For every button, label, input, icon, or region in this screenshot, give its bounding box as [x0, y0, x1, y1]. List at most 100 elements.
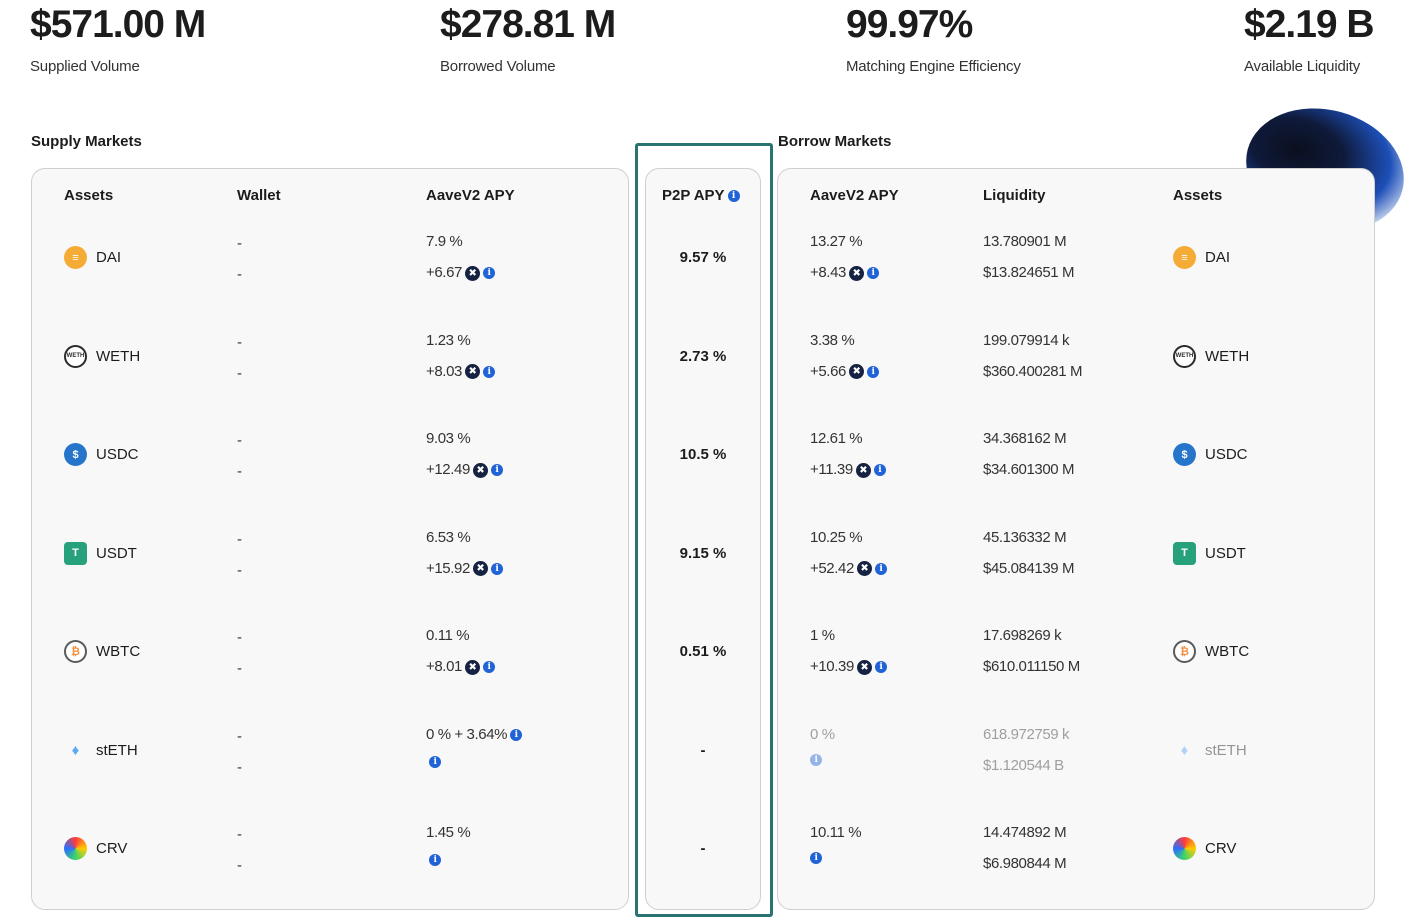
supply-row[interactable]: WETH WETH - - 1.23 % +8.03 ✖ i: [32, 328, 628, 426]
liquidity-amount: 45.136332 M: [983, 528, 1067, 546]
aave-apy-value: 9.03 %: [426, 430, 471, 447]
supply-row[interactable]: CRV - - 1.45 % i: [32, 820, 628, 918]
wallet-balance-usd: -: [237, 857, 242, 874]
asset-name: WBTC: [96, 643, 141, 660]
info-icon[interactable]: i: [510, 728, 523, 741]
asset-cell: WETH WETH: [64, 344, 141, 368]
info-icon[interactable]: i: [482, 267, 495, 280]
borrow-row[interactable]: 13.27 % +8.43 ✖ i 13.780901 M $13.824651 M ≡ DA…: [778, 229, 1374, 327]
wbtc-icon: ₿: [1173, 640, 1196, 663]
asset-name: stETH: [96, 741, 138, 759]
aave-apy: 9.03 %: [426, 430, 471, 447]
info-icon[interactable]: i: [429, 755, 441, 768]
wallet-balance-usd: -: [237, 266, 242, 283]
wbtc-icon: ₿: [64, 640, 87, 663]
wallet-balance-usd: -: [237, 463, 242, 480]
liquidity-usd: $6.980844 M: [983, 855, 1067, 872]
liquidity-amount: 17.698269 k: [983, 627, 1062, 644]
info-icon[interactable]: i: [866, 365, 879, 378]
info-icon[interactable]: i: [810, 852, 822, 865]
asset-cell: ₿ WBTC: [64, 640, 140, 663]
info-icon[interactable]: i: [873, 464, 886, 477]
supply-markets-title: Supply Markets: [31, 133, 142, 150]
p2p-highlight-frame: [635, 143, 773, 917]
aave-apy: 1.23 %: [426, 332, 471, 349]
steth-icon: ♦: [71, 741, 80, 759]
liquidity-amount: 199.079914 k: [983, 331, 1070, 349]
col-aave-apy: AaveV2 APY: [426, 187, 515, 204]
borrow-row[interactable]: 12.61 % +11.39 ✖ i 34.368162 M $34.601300 M $ U…: [778, 426, 1374, 524]
aave-apy: 7.9 %: [426, 233, 463, 250]
asset-name: DAI: [1205, 249, 1231, 266]
asset-name: USDT: [96, 544, 137, 562]
aave-apy-value: 1 %: [810, 627, 835, 644]
wallet-balance: -: [237, 333, 242, 351]
asset-name: CRV: [1205, 840, 1237, 857]
liquidity-usd: $45.084139 M: [983, 559, 1075, 577]
stat-available-liquidity: $2.19 B Available Liquidity: [1244, 2, 1375, 75]
p2p-apy-value: 2.73 %: [679, 347, 727, 365]
liquidity-amount: 618.972759 k: [983, 725, 1070, 743]
reward-apy: +10.39 ✖ i: [810, 658, 887, 675]
morpho-icon: ✖: [472, 462, 488, 478]
info-icon[interactable]: i: [490, 464, 503, 477]
aave-apy-value: 10.25 %: [810, 528, 863, 546]
dai-icon: ≡: [1173, 246, 1196, 269]
p2p-apy-value: -: [700, 840, 706, 857]
usdt-icon: T: [64, 541, 87, 565]
reward-apy: +8.01 ✖ i: [426, 658, 495, 675]
morpho-icon: ✖: [856, 659, 872, 675]
asset-name: WETH: [96, 347, 141, 365]
info-icon[interactable]: i: [874, 661, 887, 674]
aave-apy-value: 10.11 %: [810, 824, 862, 841]
reward-apy: +12.49 ✖ i: [426, 461, 503, 478]
dai-icon: ≡: [64, 246, 87, 269]
wallet-balance: -: [237, 727, 242, 745]
info-icon[interactable]: i: [874, 562, 887, 575]
asset-cell: T USDT: [1173, 541, 1246, 565]
col-liquidity: Liquidity: [983, 187, 1046, 204]
usdc-icon: $: [1173, 443, 1196, 466]
borrow-row[interactable]: 1 % +10.39 ✖ i 17.698269 k $610.011150 M ₿ WBTC: [778, 623, 1374, 721]
p2p-apy-value: 9.57 %: [679, 249, 727, 266]
info-icon[interactable]: i: [866, 267, 879, 280]
borrow-row[interactable]: 10.11 % i 14.474892 M $6.980844 M CRV: [778, 820, 1374, 918]
asset-cell: ≡ DAI: [1173, 246, 1230, 269]
liquidity-usd: $34.601300 M: [983, 461, 1075, 478]
aave-apy-value: 13.27 %: [810, 233, 863, 250]
wallet-balance-usd: -: [237, 758, 242, 776]
info-icon[interactable]: i: [490, 562, 503, 575]
reward-value: +8.43: [810, 264, 846, 281]
info-icon[interactable]: i: [429, 854, 441, 867]
reward-value: +11.39: [810, 461, 853, 478]
asset-cell: ♦ stETH: [64, 739, 138, 762]
info-icon[interactable]: i: [727, 190, 740, 203]
liquidity-usd: $13.824651 M: [983, 264, 1075, 281]
borrow-row[interactable]: 0 % i 618.972759 k $1.120544 B ♦ stETH: [778, 722, 1374, 820]
reward-value: +5.66: [810, 362, 846, 380]
stat-value: $278.81 M: [440, 3, 616, 46]
supply-row[interactable]: ≡ DAI - - 7.9 % +6.67 ✖ i: [32, 229, 628, 327]
supply-row[interactable]: $ USDC - - 9.03 % +12.49 ✖ i: [32, 426, 628, 524]
reward-apy: i: [810, 751, 822, 768]
supply-row[interactable]: ₿ WBTC - - 0.11 % +8.01 ✖ i: [32, 623, 628, 721]
liquidity-usd: $610.011150 M: [983, 658, 1080, 675]
morpho-icon: ✖: [848, 364, 864, 380]
borrow-row[interactable]: 3.38 % +5.66 ✖ i 199.079914 k $360.400281 M WE…: [778, 328, 1374, 426]
morpho-icon: ✖: [464, 364, 480, 380]
reward-value: +8.01: [426, 658, 462, 675]
asset-name: USDC: [96, 446, 139, 463]
asset-cell: CRV: [64, 837, 127, 860]
col-wallet: Wallet: [237, 187, 281, 204]
liquidity-amount: 13.780901 M: [983, 233, 1067, 250]
info-icon[interactable]: i: [810, 753, 822, 766]
reward-apy: +6.67 ✖ i: [426, 264, 495, 281]
info-icon[interactable]: i: [482, 365, 495, 378]
usdc-icon: $: [64, 443, 87, 466]
col-assets: Assets: [1173, 187, 1223, 204]
info-icon[interactable]: i: [482, 661, 495, 674]
supply-row[interactable]: ♦ stETH - -0 % + 3.64% i i: [32, 722, 628, 820]
stat-value: $2.19 B: [1244, 3, 1375, 46]
supply-row[interactable]: T USDT - - 6.53 % +15.92 ✖ i: [32, 525, 628, 623]
